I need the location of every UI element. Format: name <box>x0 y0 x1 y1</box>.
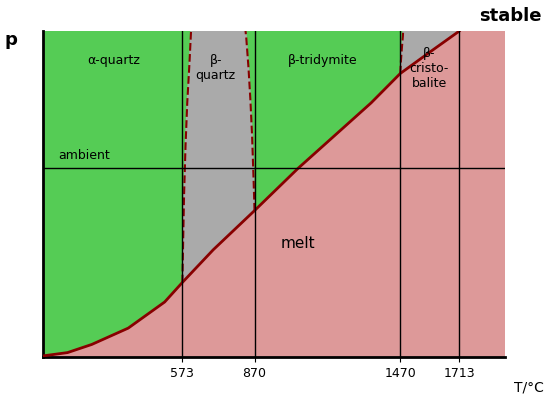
Polygon shape <box>400 15 459 74</box>
Text: melt: melt <box>281 236 316 251</box>
Text: p: p <box>4 31 18 49</box>
Text: β-tridymite: β-tridymite <box>288 54 358 67</box>
Text: β-
cristo-
balite: β- cristo- balite <box>410 48 449 90</box>
Polygon shape <box>43 0 505 358</box>
Polygon shape <box>183 15 255 282</box>
Text: β-
quartz: β- quartz <box>196 54 236 82</box>
Text: α-quartz: α-quartz <box>87 54 140 67</box>
Text: T/°C: T/°C <box>514 380 544 394</box>
Polygon shape <box>43 0 505 358</box>
Text: ambient: ambient <box>58 149 109 162</box>
Text: stable: stable <box>479 6 542 24</box>
